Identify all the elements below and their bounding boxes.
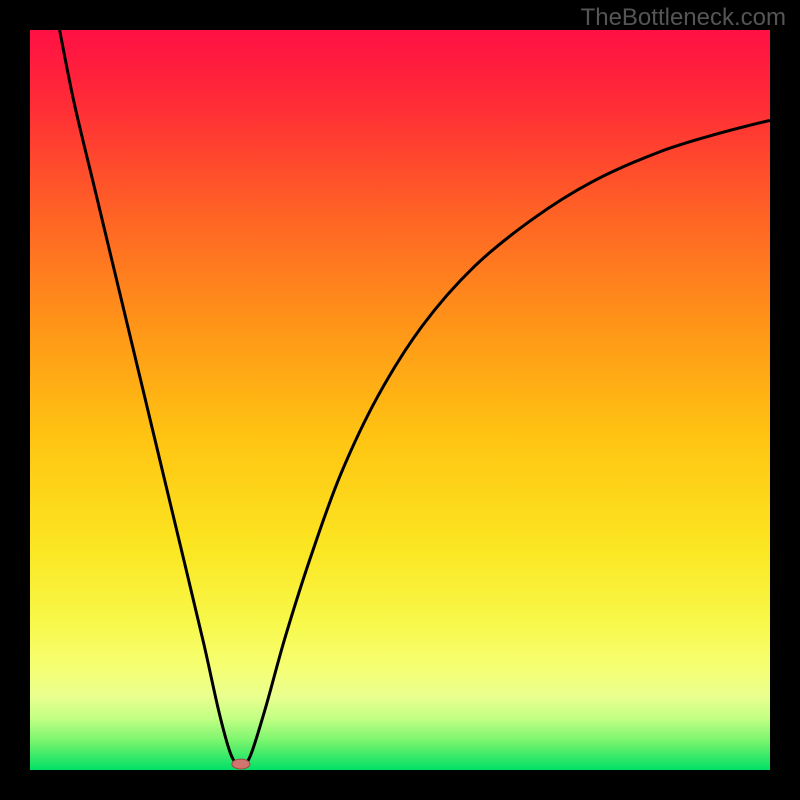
chart-background [30,30,770,770]
chart-container [30,30,770,770]
bottleneck-chart [30,30,770,770]
minimum-marker [232,759,250,769]
watermark-text: TheBottleneck.com [581,4,786,32]
